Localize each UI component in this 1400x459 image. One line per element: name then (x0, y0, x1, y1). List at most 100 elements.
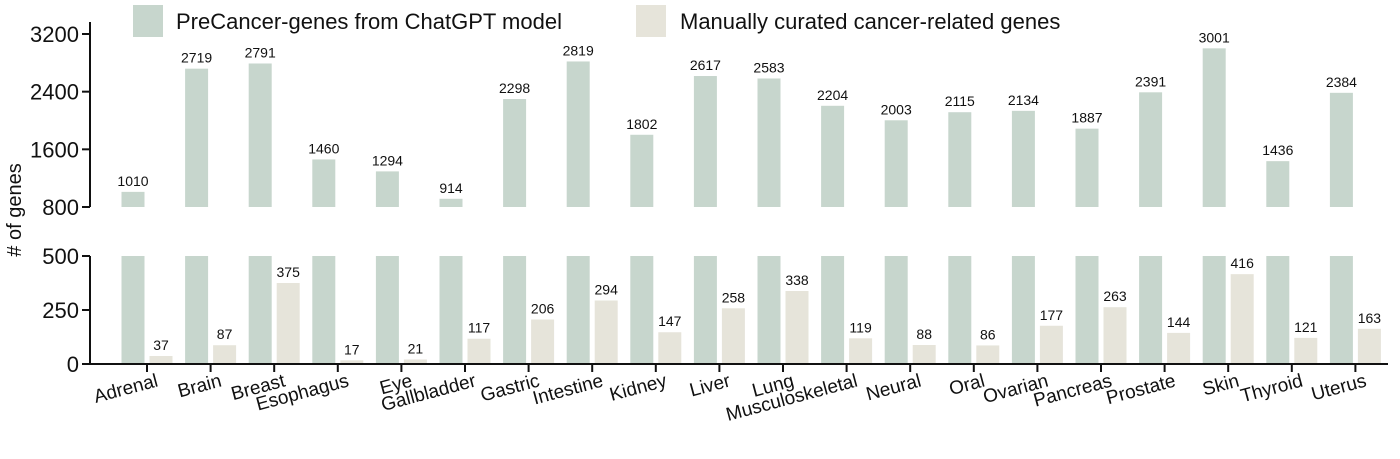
bar-precancer-upper-gallbladder (439, 198, 463, 207)
bar-precancer-upper-uterus (1329, 92, 1353, 207)
bar-precancer-lower-intestine (566, 256, 590, 364)
bar-precancer-upper-intestine (566, 61, 590, 208)
category-label-intestine: Intestine (531, 371, 606, 410)
legend-swatch-precancer (133, 5, 163, 37)
bar-precancer-lower-lung (757, 256, 781, 364)
value-label-curated-neural: 88 (916, 326, 932, 342)
bar-precancer-upper-kidney (630, 134, 654, 207)
bar-curated-intestine (594, 300, 618, 364)
bar-curated-lung (785, 290, 809, 364)
bar-precancer-upper-liver (693, 76, 717, 207)
bar-precancer-upper-pancreas (1075, 128, 1099, 207)
bar-precancer-upper-neural (884, 120, 908, 207)
value-label-precancer-prostate: 2391 (1135, 73, 1166, 89)
bar-curated-esophagus (340, 360, 364, 364)
legend-label-precancer: PreCancer-genes from ChatGPT model (176, 9, 562, 34)
bar-precancer-lower-oral (948, 256, 972, 364)
value-label-curated-kidney: 147 (658, 313, 682, 329)
bar-curated-breast (276, 283, 300, 364)
category-label-neural: Neural (864, 371, 924, 406)
bar-curated-skin (1230, 274, 1254, 364)
bar-curated-pancreas (1103, 307, 1127, 364)
y-axis-title: # of genes (4, 163, 26, 256)
bar-curated-oral (976, 345, 1000, 364)
value-label-precancer-pancreas: 1887 (1071, 110, 1102, 126)
bar-curated-gallbladder (467, 338, 491, 364)
upper-tick-label: 3200 (30, 22, 79, 47)
bar-curated-adrenal (149, 356, 173, 364)
bar-precancer-upper-prostate (1139, 92, 1163, 207)
upper-tick-label: 1600 (30, 137, 79, 162)
value-label-precancer-neural: 2003 (881, 101, 912, 117)
bar-curated-kidney (658, 332, 682, 364)
value-label-precancer-musculoskeletal: 2204 (817, 87, 848, 103)
value-label-curated-eye: 21 (408, 340, 424, 356)
bar-precancer-lower-thyroid (1266, 256, 1290, 364)
bar-precancer-upper-ovarian (1011, 110, 1035, 207)
value-label-precancer-eye: 1294 (372, 152, 403, 168)
value-label-precancer-adrenal: 1010 (117, 173, 148, 189)
value-label-curated-oral: 86 (980, 326, 996, 342)
lower-tick-label: 0 (67, 352, 79, 377)
value-label-curated-thyroid: 121 (1294, 319, 1318, 335)
value-label-curated-esophagus: 17 (344, 341, 360, 357)
bar-precancer-lower-eye (375, 256, 399, 364)
bar-precancer-upper-musculoskeletal (821, 105, 845, 207)
bar-precancer-upper-brain (185, 68, 209, 207)
value-label-precancer-kidney: 1802 (626, 116, 657, 132)
value-label-curated-adrenal: 37 (153, 337, 169, 353)
bar-precancer-lower-pancreas (1075, 256, 1099, 364)
value-label-curated-brain: 87 (217, 326, 233, 342)
bar-curated-neural (912, 344, 936, 364)
category-label-skin: Skin (1200, 371, 1241, 401)
value-label-curated-gallbladder: 117 (468, 320, 491, 336)
bar-precancer-upper-oral (948, 112, 972, 207)
bar-curated-uterus (1357, 328, 1381, 364)
bar-precancer-lower-skin (1202, 256, 1226, 364)
category-label-prostate: Prostate (1104, 371, 1178, 410)
bar-precancer-lower-musculoskeletal (821, 256, 845, 364)
value-label-curated-uterus: 163 (1358, 310, 1382, 326)
category-label-oral: Oral (947, 371, 987, 401)
bar-precancer-upper-breast (248, 63, 272, 207)
value-label-curated-liver: 258 (722, 289, 746, 305)
legend-swatch-curated (636, 5, 666, 37)
value-label-precancer-breast: 2791 (245, 44, 276, 60)
bar-precancer-lower-brain (185, 256, 209, 364)
value-label-precancer-liver: 2617 (690, 57, 721, 73)
value-label-precancer-thyroid: 1436 (1262, 142, 1293, 158)
value-label-precancer-gastric: 2298 (499, 80, 530, 96)
bars (121, 48, 1381, 364)
bar-precancer-upper-skin (1202, 48, 1226, 208)
lower-tick-label: 250 (42, 298, 79, 323)
value-label-precancer-skin: 3001 (1199, 29, 1230, 45)
bar-curated-prostate (1167, 332, 1191, 364)
bar-precancer-lower-liver (693, 256, 717, 364)
bar-curated-eye (403, 359, 427, 364)
value-label-precancer-ovarian: 2134 (1008, 92, 1039, 108)
bar-precancer-lower-esophagus (312, 256, 336, 364)
bar-curated-gastric (531, 319, 555, 364)
value-label-curated-gastric: 206 (531, 301, 555, 317)
value-label-precancer-brain: 2719 (181, 50, 212, 66)
category-label-thyroid: Thyroid (1238, 371, 1305, 408)
value-label-precancer-oral: 2115 (945, 93, 975, 109)
bar-precancer-lower-gastric (503, 256, 527, 364)
value-label-precancer-uterus: 2384 (1326, 74, 1357, 90)
upper-tick-label: 2400 (30, 80, 79, 105)
bar-precancer-upper-esophagus (312, 159, 336, 207)
bar-precancer-upper-gastric (503, 99, 527, 207)
bar-curated-thyroid (1294, 337, 1318, 364)
value-label-precancer-gallbladder: 914 (439, 180, 463, 196)
value-label-curated-musculoskeletal: 119 (849, 319, 872, 335)
legend: PreCancer-genes from ChatGPT model Manua… (133, 5, 1060, 37)
category-label-uterus: Uterus (1309, 371, 1368, 406)
upper-tick-label: 800 (42, 195, 79, 220)
bar-precancer-upper-lung (757, 78, 781, 207)
bar-precancer-lower-uterus (1329, 256, 1353, 364)
bar-curated-liver (721, 308, 745, 364)
value-label-curated-prostate: 144 (1167, 314, 1191, 330)
legend-label-curated: Manually curated cancer-related genes (680, 9, 1060, 34)
